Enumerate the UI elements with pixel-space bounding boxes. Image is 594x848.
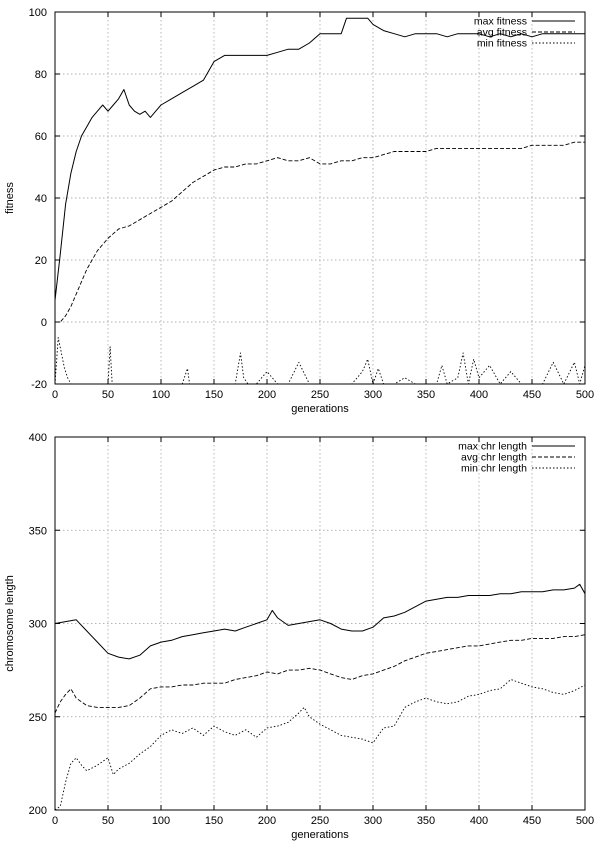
x-tick-label: 200 [258,389,276,401]
x-tick-label: 150 [205,389,223,401]
legend-label: min chr length [461,463,527,475]
x-tick-label: 0 [52,389,58,401]
x-tick-label: 400 [470,389,488,401]
legend-label: avg chr length [461,452,527,464]
x-tick-label: 200 [258,815,276,827]
y-tick-label: 350 [29,525,47,537]
y-axis-label: fitness [4,182,16,214]
series-line-max-fitness [55,17,585,301]
y-tick-label: 40 [35,193,47,205]
legend-label: min fitness [477,38,527,50]
y-tick-label: 250 [29,712,47,724]
y-tick-label: 200 [29,805,47,817]
x-tick-label: 100 [152,815,170,827]
legend-label: max fitness [474,16,527,28]
y-tick-label: 60 [35,131,47,143]
x-tick-label: 100 [152,389,170,401]
x-axis-label: generations [291,829,349,841]
legend-label: avg fitness [477,27,527,39]
y-tick-label: 300 [29,619,47,631]
x-tick-label: 500 [576,389,594,401]
plot-frame [54,436,586,811]
y-tick-label: 400 [29,432,47,444]
x-tick-label: 350 [417,815,435,827]
series-line-avg-fitness [55,141,585,323]
x-axis-label: generations [291,403,349,415]
x-tick-label: 450 [523,815,541,827]
chart-panel-2: 0 50 100 150 200 250 300 350 400 450 500 200 250 300 3… [4,432,594,841]
y-tick-label: 100 [29,7,47,19]
series-line-min-fitness [55,337,585,384]
x-tick-label: 500 [576,815,594,827]
x-tick-label: 250 [311,815,329,827]
x-tick-label: 50 [102,815,114,827]
x-tick-label: 300 [364,389,382,401]
y-axis-label: chromosome length [4,575,16,672]
chart-panel-1: 0 50 100 150 200 250 300 350 400 450 500 -20 0 20 40 60… [4,7,594,415]
y-tick-label: 80 [35,69,47,81]
x-tick-label: 50 [102,389,114,401]
x-tick-label: 350 [417,389,435,401]
x-tick-label: 250 [311,389,329,401]
y-tick-label: 0 [41,317,47,329]
series-line-min-chr-length [55,679,585,810]
x-tick-label: 300 [364,815,382,827]
y-tick-label: 20 [35,255,47,267]
series-line-avg-chr-length [55,634,585,714]
x-tick-label: 0 [52,815,58,827]
x-tick-label: 450 [523,389,541,401]
x-tick-label: 400 [470,815,488,827]
plot-frame [54,11,586,385]
legend-label: max chr length [458,441,527,453]
series-line-max-chr-length [55,583,585,660]
y-tick-label: -20 [31,379,47,391]
x-tick-label: 150 [205,815,223,827]
